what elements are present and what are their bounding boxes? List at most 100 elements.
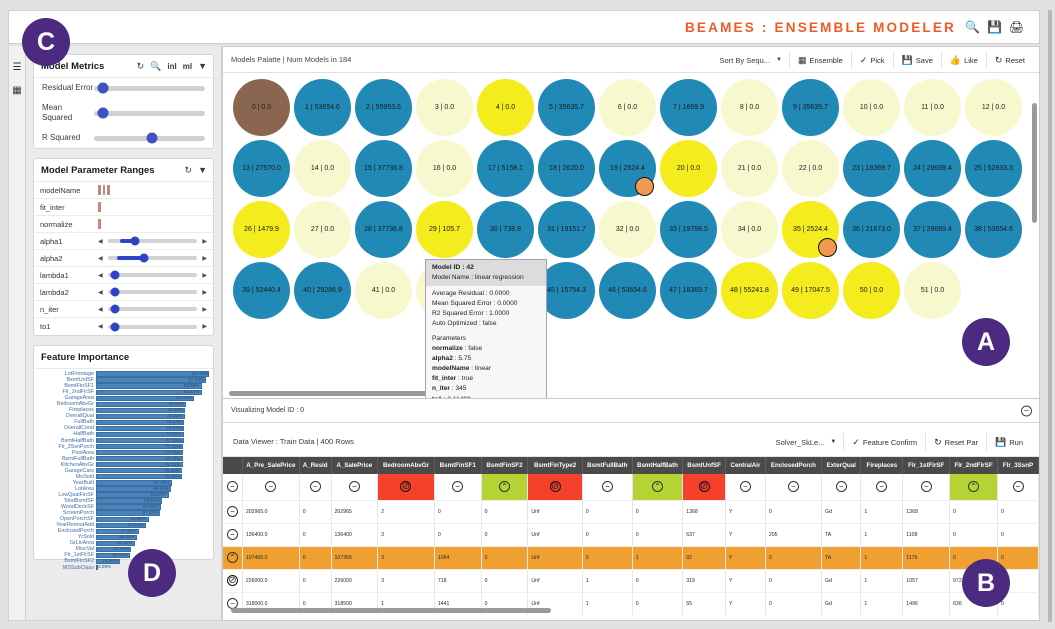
model-bubble[interactable]: 33 | 19758.5 <box>660 201 717 258</box>
block-icon[interactable]: ⊘ <box>549 480 561 493</box>
column-neutral-toggle[interactable]: − <box>860 474 904 501</box>
param-slider-knob[interactable] <box>110 304 120 314</box>
minus-icon[interactable]: − <box>601 481 613 493</box>
column-neutral-toggle[interactable]: − <box>821 474 862 501</box>
param-left-arrow-icon[interactable]: ◀ <box>98 289 103 296</box>
chevron-up-icon[interactable]: ⌃ <box>651 481 663 493</box>
model-bubble[interactable]: 14 | 0.0 <box>294 140 351 197</box>
column-neutral-toggle[interactable]: − <box>902 474 951 501</box>
param-slider-track[interactable] <box>107 287 198 297</box>
like-button[interactable]: 👍 Like <box>940 51 986 69</box>
model-bubble[interactable]: 13 | 27570.0 <box>233 140 290 197</box>
table-column-header[interactable]: BedroomAbvGr <box>377 457 435 474</box>
chart-icon[interactable]: ▦ <box>12 85 22 96</box>
param-right-arrow-icon[interactable]: ▶ <box>202 255 207 262</box>
minus-icon[interactable]: − <box>920 481 932 493</box>
selected-model-dot[interactable] <box>818 238 837 257</box>
data-table-container[interactable]: A_Pre_SalePrice A_Resid A_SalePrice Bedroom… <box>223 457 1039 615</box>
table-column-header[interactable]: BsmtUnfSF <box>682 457 727 474</box>
column-neutral-toggle[interactable]: − <box>997 474 1039 501</box>
column-neutral-toggle[interactable]: − <box>331 474 379 501</box>
param-category-ticks[interactable] <box>98 185 110 195</box>
table-column-header[interactable]: A_Resid <box>299 457 332 474</box>
model-bubble[interactable]: 9 | 35635.7 <box>782 79 839 136</box>
column-include-toggle[interactable]: ⌃ <box>481 474 529 501</box>
table-row[interactable]: −202965.0 0 202965 2 0 0 Unf 0 0 1368 Y 0 Gd 1 1368 0 0 <box>223 500 1039 524</box>
model-bubble[interactable]: 17 | 5158.1 <box>477 140 534 197</box>
model-bubble[interactable]: 6 | 0.0 <box>599 79 656 136</box>
minus-icon[interactable]: − <box>1012 481 1024 493</box>
model-bubble[interactable]: 20 | 0.0 <box>660 140 717 197</box>
refresh-icon[interactable]: ↻ <box>136 61 145 71</box>
model-bubble[interactable]: 34 | 0.0 <box>721 201 778 258</box>
param-slider-track[interactable] <box>107 304 198 314</box>
table-column-header[interactable]: BsmtFinType2 <box>527 457 583 474</box>
model-bubble[interactable]: 36 | 21673.0 <box>843 201 900 258</box>
metric-slider-knob[interactable] <box>146 132 158 144</box>
refresh-icon[interactable]: ↻ <box>184 165 193 175</box>
table-column-header[interactable]: Flr_3SsnP <box>997 457 1039 474</box>
param-category-ticks[interactable] <box>98 202 101 212</box>
metric-slider-track[interactable] <box>94 132 205 144</box>
model-bubble[interactable]: 10 | 0.0 <box>843 79 900 136</box>
minus-icon[interactable]: − <box>739 481 751 493</box>
param-slider-track[interactable] <box>107 253 198 263</box>
table-column-header[interactable]: Flr_2ndFlrSF <box>949 457 999 474</box>
minus-icon[interactable]: − <box>348 481 360 493</box>
param-left-arrow-icon[interactable]: ◀ <box>98 306 103 313</box>
sort-dropdown[interactable]: Sort By Sequ... ▼ <box>713 51 789 69</box>
model-bubble[interactable]: 46 | 53654.6 <box>599 262 656 319</box>
table-row[interactable]: −136400.0 0 136400 3 0 0 Unf 0 0 637 Y 205 TA 1 1108 0 0 <box>223 523 1039 547</box>
model-bubble[interactable]: 30 | 738.8 <box>477 201 534 258</box>
minus-icon[interactable]: − <box>226 529 238 540</box>
param-slider-track[interactable] <box>107 236 198 246</box>
table-column-header[interactable]: A_SalePrice <box>331 457 379 474</box>
param-right-arrow-icon[interactable]: ▶ <box>202 289 207 296</box>
model-bubble[interactable]: 2 | 55953.6 <box>355 79 412 136</box>
ensemble-button[interactable]: ▦ Ensemble <box>788 51 851 69</box>
table-column-header[interactable]: Flr_1stFlrSF <box>902 457 951 474</box>
param-slider-knob[interactable] <box>110 270 120 280</box>
filter-icon[interactable]: ▼ <box>198 165 207 175</box>
palette-horizontal-scrollbar[interactable] <box>229 391 529 396</box>
minus-icon[interactable]: − <box>226 481 238 493</box>
table-horizontal-scrollbar[interactable] <box>231 608 551 613</box>
column-exclude-toggle[interactable]: ⊘ <box>377 474 435 501</box>
column-neutral-toggle[interactable]: − <box>725 474 766 501</box>
param-slider-track[interactable] <box>107 322 198 331</box>
zoom-out-icon[interactable]: 🔍 <box>150 61 162 71</box>
block-icon[interactable]: ⊘ <box>698 480 710 493</box>
param-right-arrow-icon[interactable]: ▶ <box>202 238 207 245</box>
minus-icon[interactable]: − <box>309 481 321 493</box>
table-column-header[interactable]: BsmtFinSF1 <box>434 457 482 474</box>
run-button[interactable]: 💾 Run <box>986 433 1031 451</box>
chevron-up-icon[interactable]: ⌃ <box>226 552 238 563</box>
ml-toggle[interactable]: ml <box>182 61 193 71</box>
models-palette[interactable]: 0 | 0.0 1 | 53654.6 2 | 55953.6 3 | 0.0 4 | … <box>223 73 1039 399</box>
pick-button[interactable]: ✓ Pick <box>850 51 893 69</box>
model-bubble[interactable]: 25 | 52833.3 <box>965 140 1022 197</box>
model-bubble[interactable]: 22 | 0.0 <box>782 140 839 197</box>
metric-slider-knob[interactable] <box>97 82 109 94</box>
table-column-header[interactable]: BsmtFinSF2 <box>481 457 529 474</box>
feature-confirm-button[interactable]: ✓ Feature Confirm <box>843 433 925 451</box>
column-include-toggle[interactable]: ⌃ <box>949 474 999 501</box>
row-marker-cell[interactable]: − <box>223 523 243 547</box>
model-bubble[interactable]: 8 | 0.0 <box>721 79 778 136</box>
minus-icon[interactable]: − <box>835 481 847 493</box>
column-neutral-toggle[interactable]: − <box>765 474 823 501</box>
param-category-ticks[interactable] <box>98 219 101 229</box>
param-left-arrow-icon[interactable]: ◀ <box>98 324 103 330</box>
model-bubble[interactable]: 1 | 53654.6 <box>294 79 351 136</box>
param-right-arrow-icon[interactable]: ▶ <box>202 272 207 279</box>
model-bubble[interactable]: 40 | 29286.9 <box>294 262 351 319</box>
model-bubble[interactable]: 31 | 19151.7 <box>538 201 595 258</box>
save-button[interactable]: 💾 Save <box>892 51 941 69</box>
window-scrollbar[interactable] <box>1048 10 1052 622</box>
param-slider-knob[interactable] <box>139 253 149 263</box>
model-bubble[interactable]: 51 | 0.0 <box>904 262 961 319</box>
column-exclude-toggle[interactable]: ⊘ <box>682 474 727 501</box>
solver-dropdown[interactable]: Solver_SkLe... ▼ <box>769 433 844 451</box>
model-bubble[interactable]: 32 | 0.0 <box>599 201 656 258</box>
param-left-arrow-icon[interactable]: ◀ <box>98 238 103 245</box>
